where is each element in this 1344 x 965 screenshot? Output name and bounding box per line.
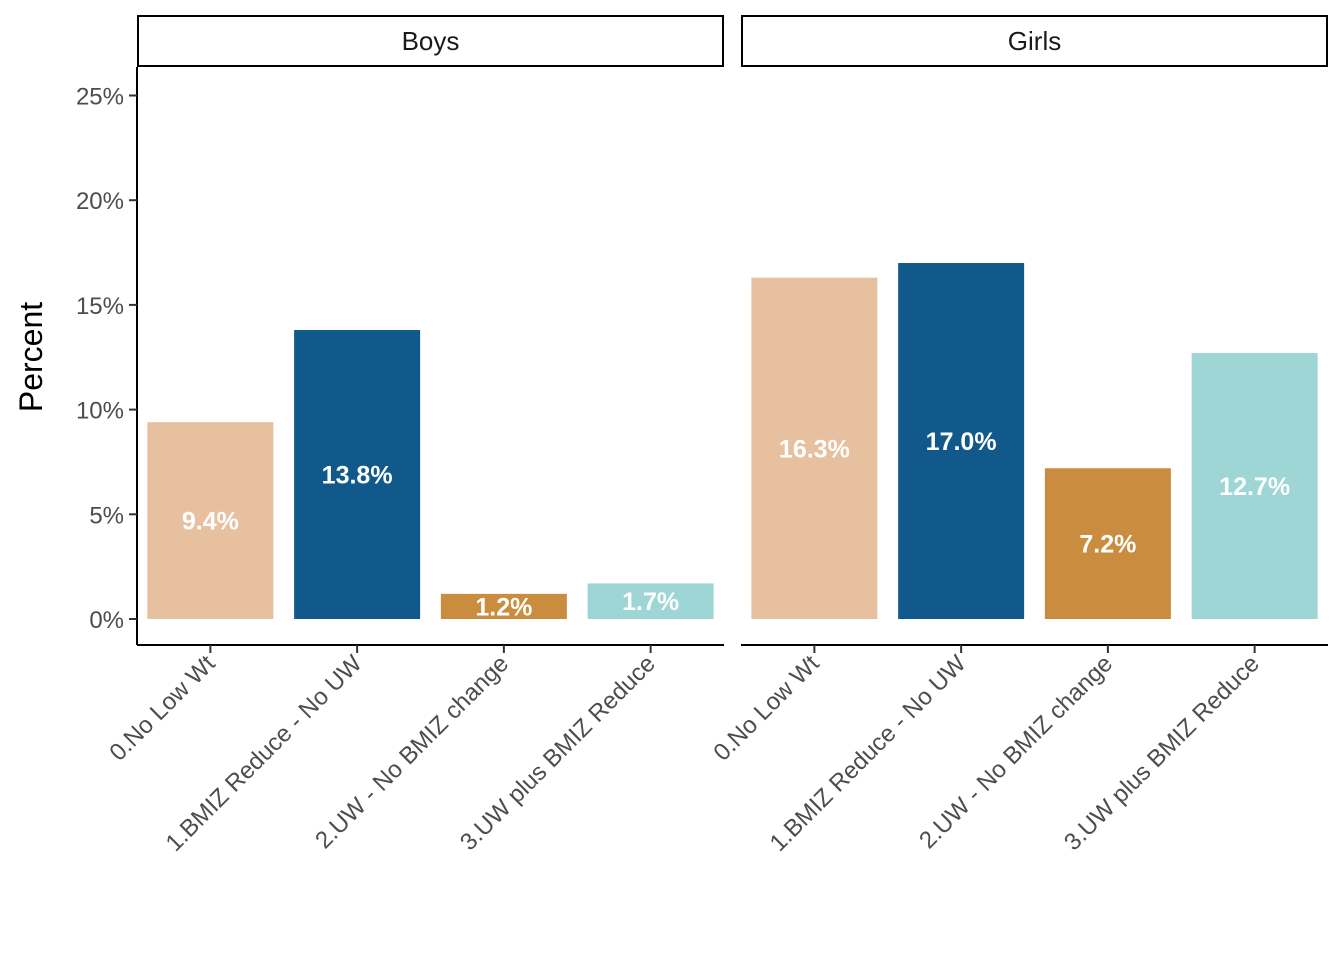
y-axis-title: Percent bbox=[13, 302, 49, 412]
bar-data-label: 9.4% bbox=[182, 508, 239, 536]
bar bbox=[147, 422, 274, 619]
bar-data-label: 7.2% bbox=[1079, 531, 1136, 559]
bar-data-label: 1.7% bbox=[622, 588, 679, 616]
bar bbox=[440, 593, 567, 619]
bar-data-label: 1.2% bbox=[475, 593, 532, 621]
y-tick-label: 0% bbox=[89, 607, 124, 634]
x-tick-label: 0.No Low Wt bbox=[708, 650, 824, 766]
bar bbox=[587, 583, 714, 619]
bar bbox=[1191, 353, 1318, 619]
bar-data-label: 17.0% bbox=[926, 428, 997, 456]
bar-data-label: 12.7% bbox=[1219, 473, 1290, 501]
y-tick-label: 20% bbox=[76, 188, 124, 215]
y-tick-label: 10% bbox=[76, 398, 124, 425]
bar bbox=[751, 277, 878, 619]
bar-data-label: 13.8% bbox=[322, 462, 393, 490]
y-tick-label: 15% bbox=[76, 293, 124, 320]
facet-strip-label: Boys bbox=[402, 26, 460, 56]
bar bbox=[898, 263, 1025, 619]
bar bbox=[1044, 468, 1171, 619]
bar bbox=[294, 330, 421, 619]
x-tick-label: 0.No Low Wt bbox=[104, 650, 220, 766]
facet-strip-boys bbox=[137, 15, 724, 67]
facet-strip-label: Girls bbox=[1008, 26, 1061, 56]
y-tick-label: 25% bbox=[76, 84, 124, 111]
facet-strip-girls bbox=[741, 15, 1328, 67]
bar-data-label: 16.3% bbox=[779, 435, 850, 463]
y-tick-label: 5% bbox=[89, 502, 124, 529]
